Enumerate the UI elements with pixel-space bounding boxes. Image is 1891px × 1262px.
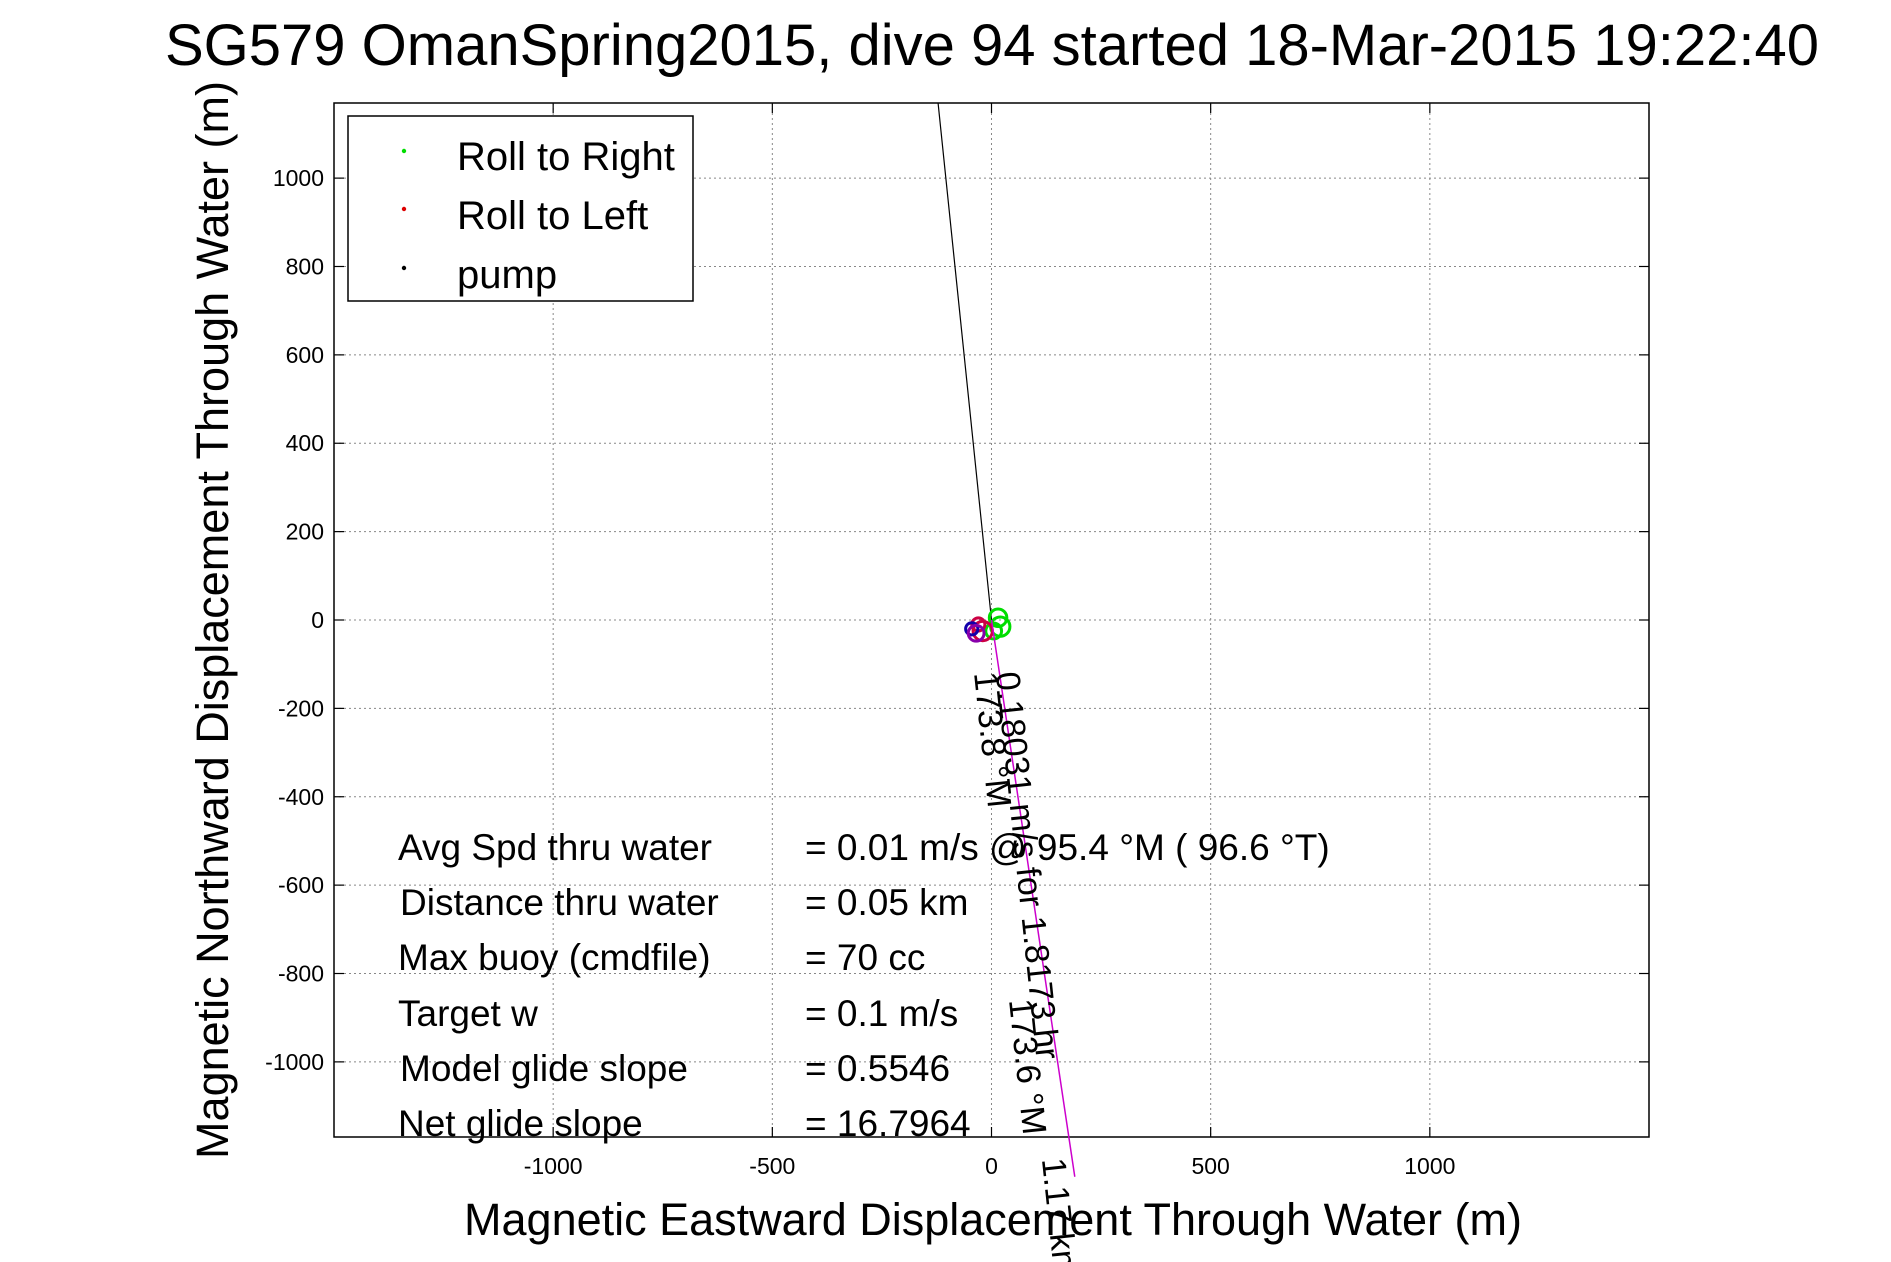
x-tick-label: -500 <box>749 1153 795 1179</box>
legend-label-roll-left: Roll to Left <box>457 194 648 238</box>
y-tick-label: 0 <box>311 607 324 633</box>
y-tick-label: 1000 <box>273 165 324 191</box>
stat-label-model-glide: Model glide slope <box>400 1048 688 1089</box>
y-tick-label: 800 <box>286 253 324 279</box>
legend-marker-pump <box>402 266 406 270</box>
stat-label-net-glide: Net glide slope <box>398 1103 643 1144</box>
y-tick-label: -400 <box>278 784 324 810</box>
stat-value-target-w: = 0.1 m/s <box>805 993 958 1034</box>
stat-label-distance: Distance thru water <box>400 882 719 923</box>
y-tick-label: -1000 <box>265 1049 324 1075</box>
legend-marker-roll-right <box>402 149 406 153</box>
stat-value-distance: = 0.05 km <box>805 882 969 923</box>
y-tick-label: -600 <box>278 872 324 898</box>
stat-value-max-buoy: = 70 cc <box>805 937 925 978</box>
stat-label-avg-speed: Avg Spd thru water <box>398 827 712 868</box>
y-tick-label: 600 <box>286 342 324 368</box>
x-tick-label: -1000 <box>524 1153 583 1179</box>
stat-label-target-w: Target w <box>398 993 538 1034</box>
stat-value-avg-speed: = 0.01 m/s @ 95.4 °M ( 96.6 °T) <box>805 827 1330 868</box>
legend-label-pump: pump <box>457 253 557 297</box>
stat-value-net-glide: = 16.7964 <box>805 1103 971 1144</box>
y-tick-label: 400 <box>286 430 324 456</box>
x-tick-label: 0 <box>985 1153 998 1179</box>
x-tick-label: 1000 <box>1404 1153 1455 1179</box>
legend: Roll to Right Roll to Left pump <box>348 116 693 301</box>
stat-value-model-glide: = 0.5546 <box>805 1048 950 1089</box>
stat-label-max-buoy: Max buoy (cmdfile) <box>398 937 711 978</box>
y-axis-label: Magnetic Northward Displacement Through … <box>187 81 238 1159</box>
chart-title: SG579 OmanSpring2015, dive 94 started 18… <box>165 13 1819 78</box>
y-tick-label: -200 <box>278 695 324 721</box>
y-tick-label: 200 <box>286 519 324 545</box>
x-axis-label: Magnetic Eastward Displacement Through W… <box>464 1194 1522 1245</box>
y-tick-label: -800 <box>278 961 324 987</box>
legend-label-roll-right: Roll to Right <box>457 135 675 179</box>
x-tick-label: 500 <box>1191 1153 1229 1179</box>
legend-marker-roll-left <box>402 207 406 211</box>
